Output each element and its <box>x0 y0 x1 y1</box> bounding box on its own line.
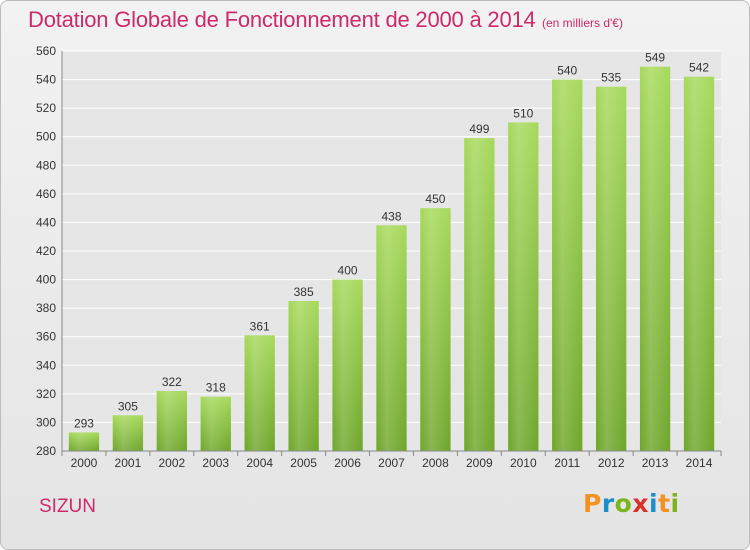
bar-highlight <box>596 86 627 451</box>
bar-2010 <box>508 122 539 451</box>
value-label: 510 <box>513 106 533 120</box>
bar-2000 <box>68 432 100 451</box>
bar-2013 <box>639 66 671 451</box>
y-tick-label: 280 <box>36 444 56 458</box>
commune-name: SIZUN <box>39 496 96 517</box>
bar-2014 <box>683 76 715 451</box>
logo-letter: i <box>670 489 680 518</box>
y-tick-label: 340 <box>36 358 56 372</box>
x-tick-label: 2007 <box>378 456 405 470</box>
logo-letter: i <box>649 489 659 518</box>
y-tick-label: 320 <box>36 387 56 401</box>
x-tick-label: 2013 <box>642 456 669 470</box>
x-tick-label: 2002 <box>158 456 185 470</box>
x-tick-label: 2010 <box>510 456 537 470</box>
bar-2001 <box>112 415 144 451</box>
bar-2006 <box>332 279 363 451</box>
value-label: 385 <box>294 285 314 299</box>
x-tick-label: 2014 <box>686 456 713 470</box>
value-label: 450 <box>425 192 445 206</box>
bars <box>68 66 715 452</box>
bar-highlight <box>332 279 363 451</box>
x-tick-label: 2011 <box>554 456 580 470</box>
bar-highlight <box>420 208 451 451</box>
bar-highlight <box>683 76 715 451</box>
value-label: 361 <box>250 319 270 333</box>
value-label: 549 <box>645 51 665 65</box>
y-tick-label: 360 <box>36 330 56 344</box>
axes: 280 300 320 340 360 380 400 420 440 460 480 500 520 5… <box>36 44 722 470</box>
bar-2002 <box>156 391 187 451</box>
bar-highlight <box>508 122 539 451</box>
value-label: 305 <box>118 399 138 413</box>
logo-letter: P <box>583 489 602 518</box>
value-label: 540 <box>557 64 577 78</box>
x-tick-label: 2001 <box>115 456 142 470</box>
y-tick-label: 480 <box>36 158 56 172</box>
value-label: 293 <box>74 416 94 430</box>
x-tick-label: 2003 <box>202 456 229 470</box>
value-label: 499 <box>469 122 489 136</box>
y-tick-label: 560 <box>36 44 56 58</box>
bar-highlight <box>639 66 671 451</box>
value-label: 318 <box>206 381 226 395</box>
y-tick-label: 400 <box>36 273 56 287</box>
bar-highlight <box>376 225 407 451</box>
y-tick-label: 300 <box>36 415 56 429</box>
y-tick-label: 440 <box>36 215 56 229</box>
value-labels: 293 305 322 318 361 385 400 438 450 499 510 540 535 5… <box>74 51 709 431</box>
bar-highlight <box>288 301 319 451</box>
proxiti-logo[interactable]: Proxiti <box>583 489 680 518</box>
bar-2008 <box>420 208 451 451</box>
logo-letter: x <box>632 489 649 518</box>
x-tick-label: 2005 <box>290 456 317 470</box>
value-label: 322 <box>162 375 182 389</box>
y-tick-label: 460 <box>36 187 56 201</box>
value-label: 438 <box>381 209 401 223</box>
x-tick-label: 2006 <box>334 456 361 470</box>
bar-highlight <box>200 396 231 451</box>
y-tick-label: 380 <box>36 301 56 315</box>
y-tick-label: 540 <box>36 73 56 87</box>
bar-2003 <box>200 396 231 451</box>
bar-highlight <box>156 391 187 451</box>
x-tick-label: 2009 <box>466 456 493 470</box>
x-tick-label: 2008 <box>422 456 449 470</box>
bar-highlight <box>112 415 144 451</box>
chart-title: Dotation Globale de Fonctionnement de 20… <box>28 7 536 32</box>
x-tick-label: 2004 <box>246 456 273 470</box>
bar-highlight <box>464 138 495 451</box>
bar-highlight <box>552 79 583 452</box>
value-label: 535 <box>601 71 621 85</box>
bar-2007 <box>376 225 407 451</box>
x-tick-label: 2012 <box>598 456 625 470</box>
chart-subtitle: (en milliers d'€) <box>542 16 623 30</box>
y-tick-label: 500 <box>36 130 56 144</box>
bar-2005 <box>288 301 319 451</box>
value-label: 542 <box>689 61 709 75</box>
bar-2011 <box>552 79 583 452</box>
y-tick-label: 520 <box>36 101 56 115</box>
bar-2004 <box>244 335 275 451</box>
value-label: 400 <box>338 264 358 278</box>
x-tick-label: 2000 <box>71 456 98 470</box>
logo-letter: r <box>601 489 615 518</box>
logo-letter: t <box>658 489 671 518</box>
bar-2009 <box>464 138 495 451</box>
bar-highlight <box>68 432 100 451</box>
logo-letter: o <box>614 489 633 518</box>
bar-2012 <box>596 86 627 451</box>
y-tick-label: 420 <box>36 244 56 258</box>
bar-highlight <box>244 335 275 451</box>
